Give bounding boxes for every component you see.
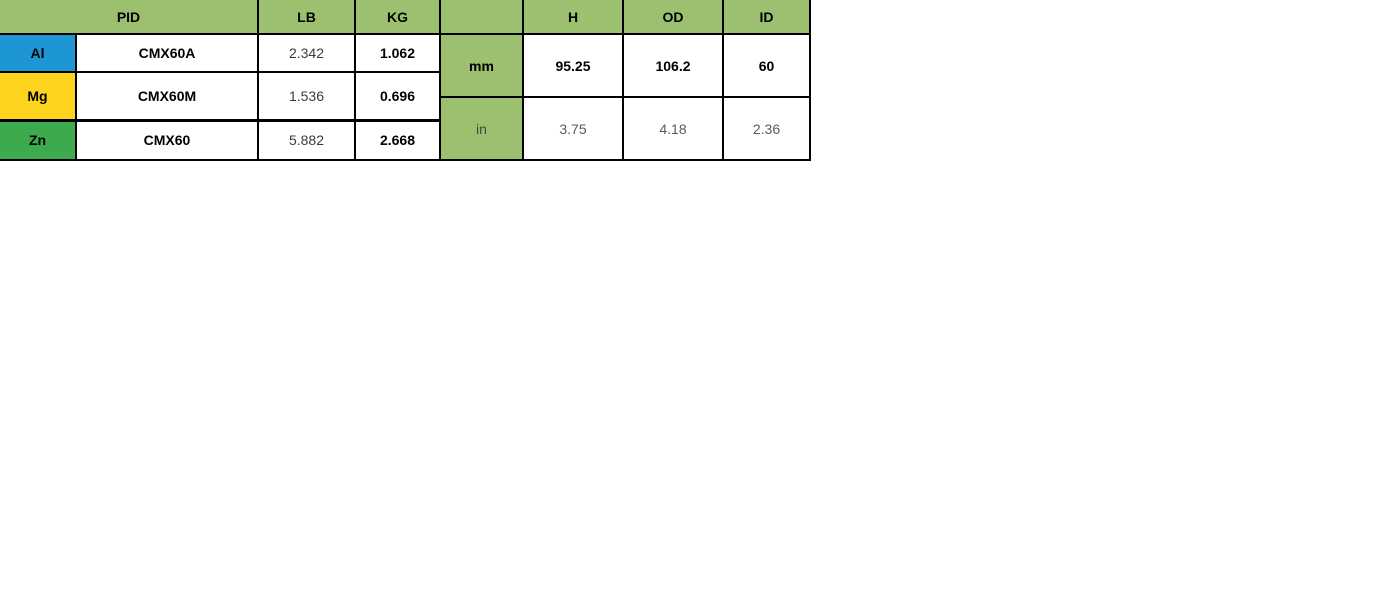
table-row-al: Al CMX60A 2.342 1.062 <box>0 33 441 73</box>
h-value-mm: 95.25 <box>522 33 624 98</box>
table-row-zn: Zn CMX60 5.882 2.668 <box>0 119 441 161</box>
kg-value-al: 1.062 <box>354 33 441 73</box>
lb-value-al: 2.342 <box>257 33 356 73</box>
table-row-mg: Mg CMX60M 1.536 0.696 <box>0 71 441 122</box>
lb-value-mg: 1.536 <box>257 71 356 122</box>
material-swatch-al: Al <box>0 33 77 73</box>
kg-column-header: KG <box>354 0 441 35</box>
table-row-mm: mm 95.25 106.2 60 <box>441 33 811 98</box>
material-swatch-zn: Zn <box>0 119 77 161</box>
lb-column-header: LB <box>257 0 356 35</box>
id-value-mm: 60 <box>722 33 811 98</box>
kg-value-mg: 0.696 <box>354 71 441 122</box>
dimension-table-header-row: H OD ID <box>441 0 811 35</box>
h-value-in: 3.75 <box>522 96 624 161</box>
pid-value-al: CMX60A <box>75 33 259 73</box>
weight-table: PID LB KG Al CMX60A 2.342 1.062 Mg CMX60… <box>0 0 441 161</box>
dimension-table: H OD ID mm 95.25 106.2 60 in 3.75 4.18 2… <box>441 0 811 161</box>
product-spec-tables: PID LB KG Al CMX60A 2.342 1.062 Mg CMX60… <box>0 0 1386 161</box>
table-row-in: in 3.75 4.18 2.36 <box>441 96 811 161</box>
weight-table-header-row: PID LB KG <box>0 0 441 35</box>
id-column-header: ID <box>722 0 811 35</box>
unit-column-header-empty <box>441 0 524 35</box>
unit-label-mm: mm <box>441 33 524 98</box>
pid-value-mg: CMX60M <box>75 71 259 122</box>
pid-value-zn: CMX60 <box>75 119 259 161</box>
od-value-mm: 106.2 <box>622 33 724 98</box>
od-value-in: 4.18 <box>622 96 724 161</box>
kg-value-zn: 2.668 <box>354 119 441 161</box>
pid-column-header: PID <box>0 0 259 35</box>
id-value-in: 2.36 <box>722 96 811 161</box>
material-swatch-mg: Mg <box>0 71 77 122</box>
unit-label-in: in <box>441 96 524 161</box>
h-column-header: H <box>522 0 624 35</box>
lb-value-zn: 5.882 <box>257 119 356 161</box>
od-column-header: OD <box>622 0 724 35</box>
